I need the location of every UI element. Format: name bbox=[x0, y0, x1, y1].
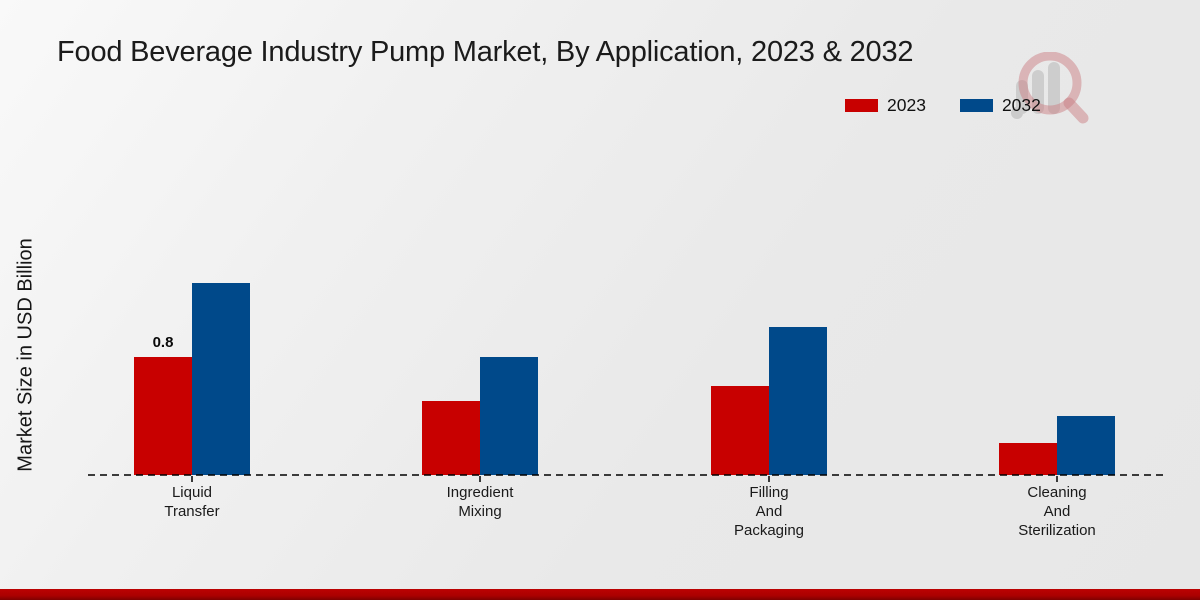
legend: 2023 2032 bbox=[845, 95, 1041, 115]
footer-accent-bar bbox=[0, 589, 1200, 600]
legend-label-2023: 2023 bbox=[887, 95, 926, 115]
legend-label-2032: 2032 bbox=[1001, 95, 1041, 115]
legend-item-2023: 2023 bbox=[845, 95, 926, 115]
x-axis-baseline bbox=[88, 474, 1163, 476]
bar-2032-category-3 bbox=[1057, 416, 1115, 475]
x-axis-category-label: Liquid Transfer bbox=[164, 484, 220, 520]
bar-2032-category-1 bbox=[480, 357, 538, 475]
x-axis-category-label: Filling And Packaging bbox=[733, 484, 805, 539]
x-axis-tick bbox=[1056, 476, 1058, 482]
legend-swatch-2023 bbox=[845, 98, 878, 112]
market-research-watermark-icon bbox=[1011, 52, 1089, 124]
bar-2023-category-0 bbox=[134, 357, 192, 475]
legend-swatch-2032 bbox=[959, 98, 993, 112]
x-axis-tick bbox=[479, 476, 481, 482]
bar-2032-category-2 bbox=[769, 327, 827, 475]
x-axis-tick bbox=[191, 476, 193, 482]
bar-2023-category-1 bbox=[422, 401, 480, 475]
bar-value-label: 0.8 bbox=[152, 334, 174, 351]
chart-title: Food Beverage Industry Pump Market, By A… bbox=[57, 36, 914, 68]
bar-2032-category-0 bbox=[192, 283, 250, 475]
bar-2023-category-2 bbox=[711, 386, 769, 475]
x-axis-category-label: Cleaning And Sterilization bbox=[1018, 484, 1096, 539]
legend-item-2032: 2032 bbox=[959, 95, 1041, 115]
x-axis-tick bbox=[768, 476, 770, 482]
bar-2023-category-3 bbox=[999, 443, 1057, 475]
x-axis-category-label: Ingredient Mixing bbox=[446, 484, 514, 520]
